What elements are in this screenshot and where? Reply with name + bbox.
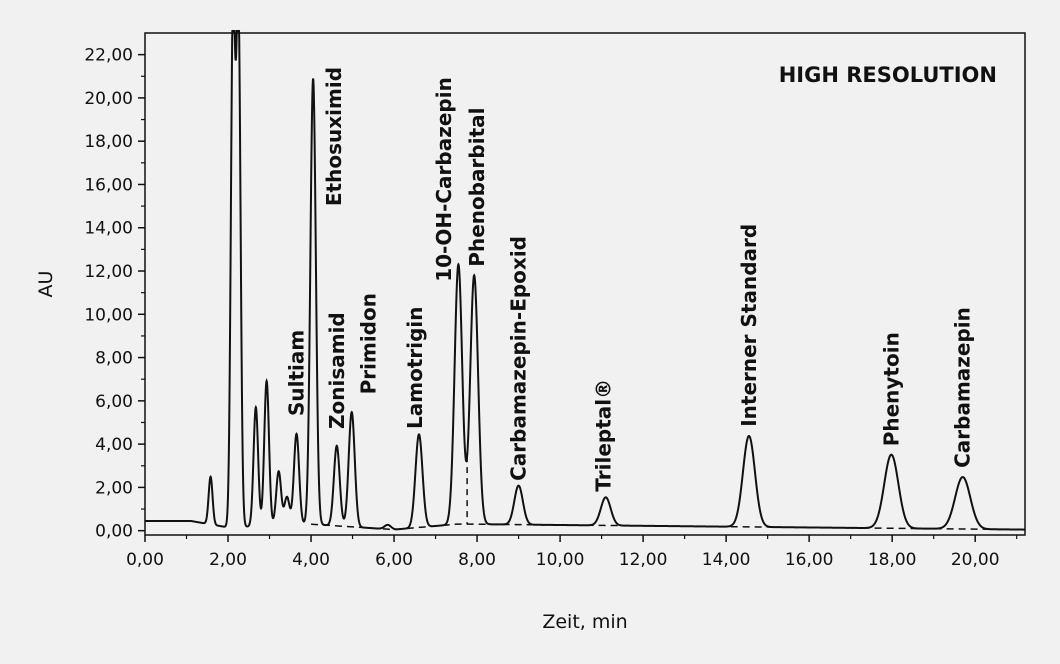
y-tick-label: 0,00 <box>95 522 133 542</box>
x-tick-label: 20,00 <box>951 550 1000 570</box>
y-tick-label: 8,00 <box>95 349 133 369</box>
peak-label-10-oh-carbazepin: 10-OH-Carbazepin <box>432 77 456 282</box>
peak-label-phenobarbital: Phenobarbital <box>465 107 489 266</box>
x-tick-label: 6,00 <box>375 550 413 570</box>
x-tick-label: 14,00 <box>702 550 751 570</box>
y-tick-label: 16,00 <box>84 175 133 195</box>
peak-label-sultiam: Sultiam <box>285 330 309 416</box>
x-tick-label: 12,00 <box>619 550 668 570</box>
x-axis-title: Zeit, min <box>542 611 627 633</box>
peak-label-ethosuximid: Ethosuximid <box>322 67 346 206</box>
x-tick-label: 8,00 <box>458 550 496 570</box>
x-tick-label: 10,00 <box>536 550 585 570</box>
x-tick-label: 2,00 <box>209 550 247 570</box>
x-tick-label: 4,00 <box>292 550 330 570</box>
peak-label-carbamazepin: Carbamazepin <box>951 307 975 468</box>
x-axis: 0,00 2,00 4,00 6,00 8,00 10,00 12,00 14,00 16,00… <box>126 535 1018 570</box>
chromatogram-series-line <box>145 30 1025 531</box>
y-tick-label: 14,00 <box>84 219 133 239</box>
peak-label-lamotrigin: Lamotrigin <box>403 306 427 429</box>
peak-label-phenytoin: Phenytoin <box>879 332 903 446</box>
y-axis-title: AU <box>35 271 57 298</box>
y-tick-label: 12,00 <box>84 262 133 282</box>
peak-label-interner-standard: Interner Standard <box>737 224 761 427</box>
y-tick-label: 18,00 <box>84 132 133 152</box>
y-tick-label: 4,00 <box>95 435 133 455</box>
peak-label-carbamazepin-epoxid: Carbamazepin-Epoxid <box>507 236 531 481</box>
x-tick-label: 18,00 <box>868 550 917 570</box>
plot-frame <box>144 32 1026 536</box>
resolution-mode-annotation: HIGH RESOLUTION <box>779 63 997 87</box>
y-tick-label: 2,00 <box>95 478 133 498</box>
peak-label-trileptal: Trileptal® <box>592 379 616 492</box>
peak-labels: Sultiam Ethosuximid Zonisamid Primidon Lamot… <box>285 67 975 492</box>
y-tick-label: 22,00 <box>84 46 133 66</box>
peak-label-primidon: Primidon <box>356 293 380 394</box>
x-tick-label: 16,00 <box>785 550 834 570</box>
peak-label-zonisamid: Zonisamid <box>325 312 349 429</box>
y-tick-label: 6,00 <box>95 392 133 412</box>
x-tick-label: 0,00 <box>126 550 164 570</box>
y-tick-label: 10,00 <box>84 305 133 325</box>
y-axis: 0,00 2,00 4,00 6,00 8,00 10,00 12,00 14,00 16,00… <box>84 46 145 542</box>
y-tick-label: 20,00 <box>84 89 133 109</box>
